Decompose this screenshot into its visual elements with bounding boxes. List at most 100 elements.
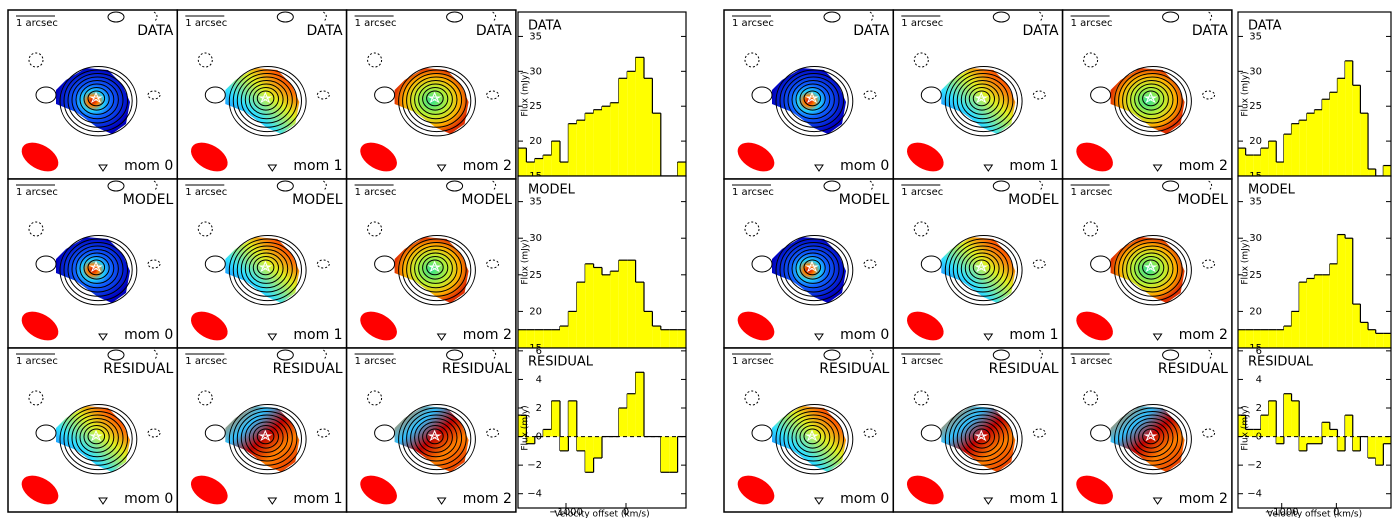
contour xyxy=(1090,86,1112,104)
bar xyxy=(635,282,644,348)
y-tick-label: 2 xyxy=(1256,403,1262,414)
contour xyxy=(402,238,472,302)
moment-label: mom 0 xyxy=(124,491,173,507)
moment-label: mom 2 xyxy=(463,158,512,174)
beam xyxy=(21,475,59,505)
star-marker xyxy=(89,429,103,442)
star-marker xyxy=(427,91,442,104)
map-row-label: RESIDUAL xyxy=(442,361,512,377)
contour xyxy=(374,255,396,273)
contour xyxy=(446,11,464,23)
contour xyxy=(803,90,822,107)
bar xyxy=(627,260,636,348)
scale-bar-label: 1 arcsec xyxy=(185,187,227,198)
contour xyxy=(992,349,1010,361)
map-row-label: RESIDUAL xyxy=(989,361,1059,377)
contour xyxy=(1138,87,1165,111)
contour xyxy=(28,221,44,237)
y-tick-label: 6 xyxy=(1256,346,1262,357)
bar xyxy=(1245,429,1254,437)
contour xyxy=(67,73,129,128)
contour xyxy=(992,180,1010,192)
bar xyxy=(652,326,661,348)
contour xyxy=(87,428,106,445)
beam xyxy=(906,475,944,505)
scale-bar-label: 1 arcsec xyxy=(1071,356,1113,367)
contour xyxy=(75,80,119,120)
bar xyxy=(1276,436,1284,444)
contour xyxy=(276,11,294,23)
contour xyxy=(436,333,447,341)
contour xyxy=(869,11,874,23)
contour xyxy=(422,425,449,449)
contour xyxy=(398,235,476,306)
contour xyxy=(944,235,1023,306)
contour xyxy=(1083,390,1099,406)
bar xyxy=(568,123,577,176)
x-axis-label: Velocity offset (km/s) xyxy=(1267,510,1362,518)
bar xyxy=(1276,329,1284,348)
x-tick-label: 0 xyxy=(623,507,629,518)
contour xyxy=(107,180,125,192)
contour xyxy=(956,245,1009,293)
contour xyxy=(256,428,275,445)
scale-bar-label: 1 arcsec xyxy=(16,18,58,29)
contour xyxy=(248,252,284,284)
star-marker xyxy=(1143,91,1158,104)
map-row-label: MODEL xyxy=(292,192,343,208)
beam xyxy=(737,311,775,341)
bar xyxy=(593,267,602,348)
moment-label: mom 0 xyxy=(124,327,173,343)
scale-bar-label: 1 arcsec xyxy=(355,18,397,29)
contour xyxy=(795,252,831,284)
bar xyxy=(644,311,653,348)
map-row-label: RESIDUAL xyxy=(273,361,343,377)
moment-label: mom 1 xyxy=(293,327,342,343)
y-axis-label: Flux (mJy) xyxy=(521,71,531,116)
contour xyxy=(983,164,994,172)
contour xyxy=(972,259,991,276)
contour xyxy=(446,349,464,361)
contour xyxy=(59,404,138,475)
contour xyxy=(944,404,1023,475)
bar xyxy=(1383,333,1391,348)
contour xyxy=(87,259,106,276)
bar xyxy=(1306,278,1315,348)
contour xyxy=(322,349,327,361)
bar xyxy=(568,311,577,348)
axes-frame xyxy=(517,347,687,509)
bar xyxy=(1253,329,1261,348)
contour xyxy=(751,86,773,104)
bar xyxy=(576,282,586,348)
map-row-label: RESIDUAL xyxy=(103,361,173,377)
contour xyxy=(787,414,840,462)
contour xyxy=(948,69,1019,133)
contour xyxy=(1032,90,1046,100)
bar xyxy=(568,400,577,437)
contour xyxy=(197,390,213,406)
contour xyxy=(791,249,835,289)
scale-bar-label: 1 arcsec xyxy=(1071,18,1113,29)
bar xyxy=(602,274,611,348)
contour xyxy=(863,259,877,269)
bar xyxy=(1329,92,1338,176)
contour xyxy=(956,76,1009,124)
bar xyxy=(1329,263,1338,348)
contour xyxy=(414,418,458,458)
contour xyxy=(913,390,929,406)
plot-area xyxy=(518,348,686,508)
bar xyxy=(1283,393,1292,437)
y-tick-label: 25 xyxy=(1249,101,1262,112)
contour xyxy=(803,259,822,276)
contour xyxy=(1202,259,1216,269)
contour xyxy=(422,256,449,280)
bar xyxy=(669,436,678,473)
y-tick-label: 35 xyxy=(1249,197,1262,208)
bar xyxy=(518,329,527,348)
bar xyxy=(585,436,594,473)
contour xyxy=(960,80,1005,120)
contour xyxy=(823,11,841,23)
contour xyxy=(228,66,307,137)
contour xyxy=(248,83,284,115)
contour xyxy=(486,90,500,100)
